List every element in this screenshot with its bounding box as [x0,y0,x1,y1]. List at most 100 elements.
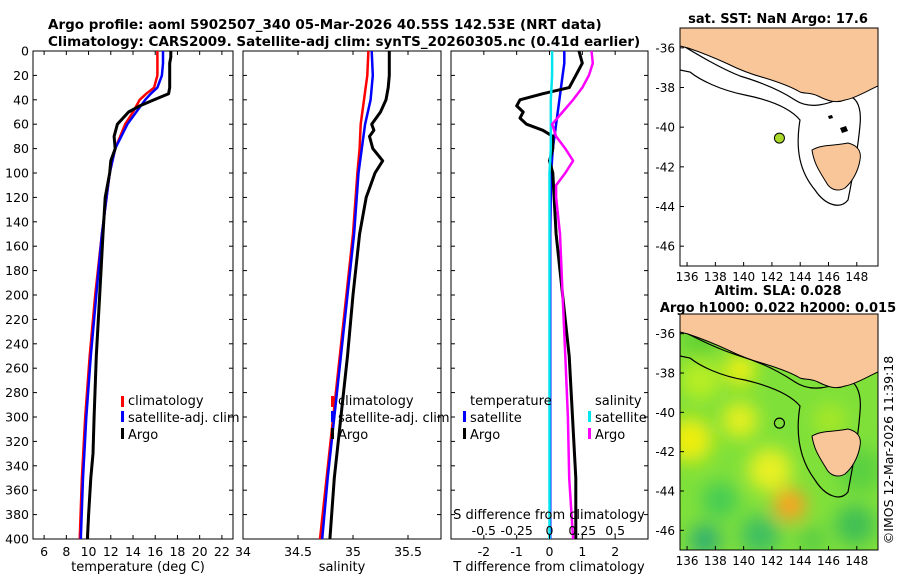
x-tick-label: 34.5 [284,544,312,559]
lat-tick-label: -40 [655,406,675,420]
tdiff-xlabel: T difference from climatology [452,560,645,575]
lat-tick-label: -44 [655,485,675,499]
lat-tick-label: -42 [655,445,675,459]
lon-tick-label: 138 [704,554,727,568]
series-argo [85,51,173,539]
x-tick-label: 10 [81,544,97,559]
y-tick-label: 240 [5,336,29,351]
sst-map-title: sat. SST: NaN Argo: 17.6 [688,12,868,27]
y-tick-label: 180 [5,263,29,278]
y-tick-label: 120 [5,190,29,205]
sla-argo-marker [773,417,786,429]
sst-island [828,115,833,119]
legend-climatology: climatology [128,394,204,409]
salinity-panel: 34 34.5 35 35.5 salinity climatology satell… [235,50,450,575]
x2-tick-label: -0.5 [472,523,496,538]
y-tick-label: 160 [5,239,29,254]
title-line-1: Argo profile: aoml 5902507_340 05-Mar-20… [48,17,602,33]
sst-map: sat. SST: NaN Argo: 17.6 136 138 140 142 144… [655,12,879,284]
x-tick-label: 12 [103,544,119,559]
series-satellite-adj-clim [320,51,375,539]
lon-tick-label: 148 [845,270,868,284]
y-tick-label: 60 [13,117,29,132]
lat-tick-label: -38 [655,81,675,95]
sst-tasmania [811,142,861,191]
lon-tick-label: 138 [704,270,727,284]
legend-t-argo-swatch [463,428,466,439]
y-tick-label: 320 [5,434,29,449]
x-tick-label: -2 [478,544,490,559]
x2-tick-label: -0.25 [500,523,532,538]
x-tick-label: 0 [546,544,554,559]
series-temperature-argo [515,51,584,539]
lon-tick-label: 146 [817,270,840,284]
legend-s-argo: Argo [595,428,625,443]
legend-satellite: satellite-adj. clim [338,411,450,426]
legend-argo: Argo [128,428,158,443]
x-tick-label: 14 [125,544,141,559]
lat-tick-label: -40 [655,121,675,135]
lon-tick-label: 136 [676,270,699,284]
lat-tick-label: -36 [655,41,675,55]
sla-map: Altim. SLA: 0.028 Argo h1000: 0.022 h200… [655,284,896,568]
x-tick-label: 1 [578,544,586,559]
lat-tick-label: -44 [655,200,675,214]
legend-t-argo: Argo [470,428,500,443]
x-tick-label: 22 [214,544,230,559]
y-tick-label: 40 [13,92,29,107]
x-tick-label: 2 [611,544,619,559]
temperature-legend: climatology satellite-adj. clim Argo [121,394,240,443]
y-tick-label: 0 [21,44,29,59]
temperature-panel: 6 8 10 12 14 16 18 20 22020406080100120140160180… [5,44,239,576]
y-tick-label: 340 [5,458,29,473]
sla-mainland [680,314,878,389]
lat-tick-label: -38 [655,367,675,381]
legend-salinity-header: salinity [595,394,642,409]
y-tick-label: 100 [5,166,29,181]
salinity-xlabel: salinity [319,560,366,575]
x-tick-label: 35 [345,544,361,559]
series-argo [328,51,391,539]
temperature-xlabel: temperature (deg C) [71,560,205,575]
legend-s-argo-swatch [588,428,591,439]
difference-panel: -2 -1 0 1 2 -0.5 -0.25 0 0.25 0.5 T difference fr… [450,50,649,575]
x-tick-label: 20 [192,544,208,559]
lon-tick-label: 142 [760,554,783,568]
legend-s-satellite-swatch [588,411,591,422]
lon-tick-label: 146 [817,554,840,568]
lat-tick-label: -42 [655,160,675,174]
lon-tick-label: 148 [845,554,868,568]
x-tick-label: -1 [510,544,522,559]
x-tick-label: 35.5 [394,544,422,559]
series-salinity-satellite [548,51,554,539]
legend-temperature-header: temperature [470,394,552,409]
lon-tick-label: 144 [789,554,812,568]
salinity-legend: climatology satellite-adj. clim Argo [331,394,450,443]
lat-tick-label: -46 [655,524,675,538]
x-tick-label: 16 [147,544,163,559]
sla-tasmania [811,428,861,477]
lat-tick-label: -36 [655,327,675,341]
sst-island [840,126,848,133]
legend-argo-swatch [121,428,124,439]
y-tick-label: 300 [5,410,29,425]
legend-satellite: satellite-adj. clim [128,411,240,426]
sst-argo-marker [773,132,785,144]
legend-satellite-swatch [121,411,124,422]
legend-argo-swatch [331,428,334,439]
legend-climatology-swatch [331,396,334,407]
legend-s-satellite: satellite [595,411,647,426]
lon-tick-label: 140 [732,270,755,284]
legend-climatology: climatology [338,394,414,409]
y-tick-label: 200 [5,288,29,303]
lon-tick-label: 136 [676,554,699,568]
sst-mainland [680,28,878,103]
series-satellite-adj-clim [79,51,165,539]
lat-tick-label: -46 [655,240,675,254]
x-tick-label: 6 [40,544,48,559]
lon-tick-label: 140 [732,554,755,568]
y-tick-label: 220 [5,312,29,327]
y-tick-label: 20 [13,68,29,83]
y-tick-label: 80 [13,141,29,156]
